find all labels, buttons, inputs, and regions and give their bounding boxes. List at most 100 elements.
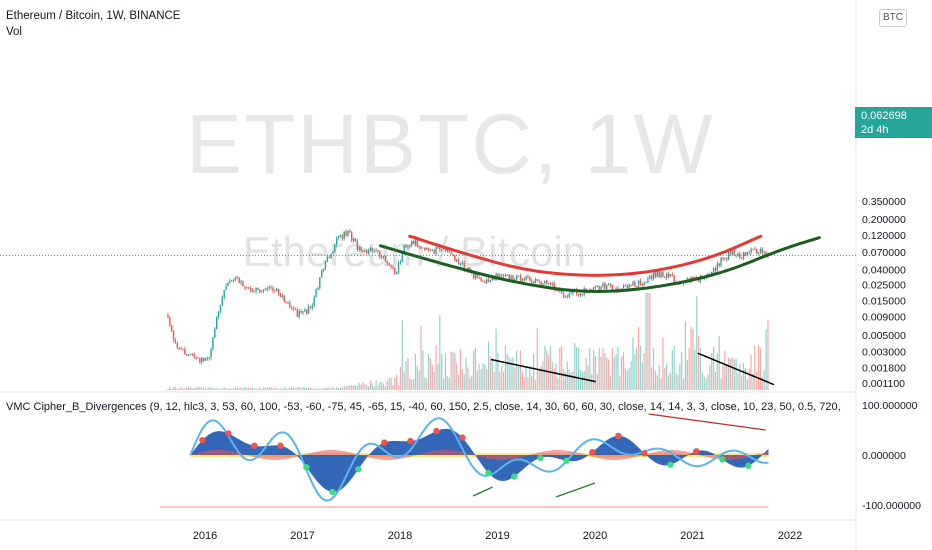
indicator-legend[interactable]: VMC Cipher_B_Divergences (9, 12, hlc3, 3…	[6, 401, 841, 413]
volume-bar-250	[636, 347, 638, 390]
candle-13	[191, 352, 194, 357]
volume-bar-78	[313, 388, 315, 390]
candle-129	[409, 244, 411, 249]
candle-72	[302, 310, 304, 315]
volume-bar-267	[667, 375, 670, 390]
volume-bar-244	[624, 368, 627, 390]
candle-255	[645, 281, 647, 284]
volume-bar-82	[321, 388, 323, 390]
volume-bar-199	[540, 365, 542, 390]
candle-170	[486, 277, 488, 285]
volume-bar-100	[354, 385, 357, 390]
volume-bar-243	[622, 352, 625, 390]
volume-bar-156	[459, 349, 462, 390]
volume-bar-94	[343, 386, 345, 390]
candle-177	[499, 273, 501, 277]
candle-303	[735, 254, 737, 259]
bar-countdown: 2d 4h	[861, 124, 889, 136]
candle-12	[189, 353, 192, 356]
symbol-title[interactable]: Ethereum / Bitcoin, 1W, BINANCE	[6, 10, 181, 22]
volume-bar-227	[592, 349, 595, 390]
candle-236	[609, 282, 612, 288]
volume-legend[interactable]: Vol	[6, 26, 22, 38]
candle-117	[386, 260, 389, 266]
volume-bar-105	[364, 383, 366, 390]
volume-bar-320	[767, 320, 769, 390]
candle-146	[441, 248, 443, 252]
candle-44	[249, 285, 252, 293]
candle-139	[427, 247, 430, 253]
volume-bar-181	[506, 354, 508, 390]
signal-dot-19	[225, 430, 232, 437]
candle-20	[204, 357, 207, 361]
volume-bar-313	[754, 345, 756, 390]
currency-button[interactable]: BTC	[879, 9, 907, 27]
volume-bar-189	[521, 372, 523, 390]
volume-bar-190	[523, 377, 525, 390]
volume-bar-260	[654, 371, 657, 390]
candle-81	[319, 276, 321, 291]
candle-181	[506, 274, 509, 276]
candle-246	[628, 283, 630, 289]
candle-188	[519, 273, 522, 283]
volume-bar-218	[576, 347, 578, 390]
volume-bar-106	[366, 385, 368, 390]
candle-37	[236, 276, 239, 280]
volume-bar-289	[709, 364, 711, 390]
candle-76	[309, 305, 312, 310]
volume-bar-283	[697, 335, 700, 390]
candle-140	[429, 248, 432, 252]
volume-bar-24	[212, 387, 214, 390]
candle-96	[347, 229, 349, 238]
candle-8	[182, 348, 184, 351]
candle-124	[399, 259, 402, 265]
volume-bar-142	[433, 371, 435, 390]
volume-bar-86	[328, 387, 330, 390]
volume-bar-195	[532, 353, 535, 390]
volume-bar-123	[397, 385, 400, 390]
price-tick-0: 0.350000	[862, 196, 906, 208]
candle-195	[532, 280, 535, 285]
upper-arc	[408, 234, 763, 277]
candle-171	[487, 277, 490, 283]
volume-bar-192	[527, 377, 529, 390]
candle-267	[667, 271, 670, 279]
volume-bar-55	[270, 387, 272, 390]
candle-254	[643, 280, 645, 287]
candle-135	[420, 246, 422, 250]
volume-bar-148	[444, 353, 447, 390]
candle-127	[405, 243, 407, 248]
volume-bar-261	[656, 375, 658, 390]
indicator-tick-2: -100.000000	[862, 500, 921, 512]
candle-61	[281, 292, 284, 300]
volume-bar-299	[727, 357, 730, 390]
volume-bar-90	[336, 387, 338, 390]
candle-157	[461, 260, 464, 265]
candle-252	[639, 278, 642, 286]
candle-187	[517, 275, 520, 277]
candle-24	[212, 336, 214, 351]
volume-bar-288	[707, 374, 709, 390]
volume-bar-133	[416, 365, 418, 390]
candle-15	[195, 356, 197, 360]
price-tick-10: 0.001800	[862, 362, 906, 374]
volume-bar-262	[658, 365, 660, 390]
volume-bar-225	[589, 347, 591, 390]
candle-192	[527, 273, 529, 280]
signal-dot-110	[407, 437, 414, 445]
candle-108	[369, 246, 372, 252]
candle-25	[214, 326, 216, 339]
candle-87	[330, 253, 332, 261]
candle-33	[229, 278, 231, 284]
candle-213	[566, 294, 569, 299]
candle-243	[622, 283, 625, 289]
volume-bar-48	[257, 388, 259, 390]
candle-145	[439, 247, 441, 253]
volume-bar-304	[737, 372, 739, 390]
candle-310	[748, 250, 750, 256]
candle-294	[718, 262, 720, 268]
volume-bar-159	[465, 358, 467, 390]
candle-204	[549, 281, 552, 286]
candle-186	[516, 274, 518, 281]
candle-229	[596, 284, 599, 288]
